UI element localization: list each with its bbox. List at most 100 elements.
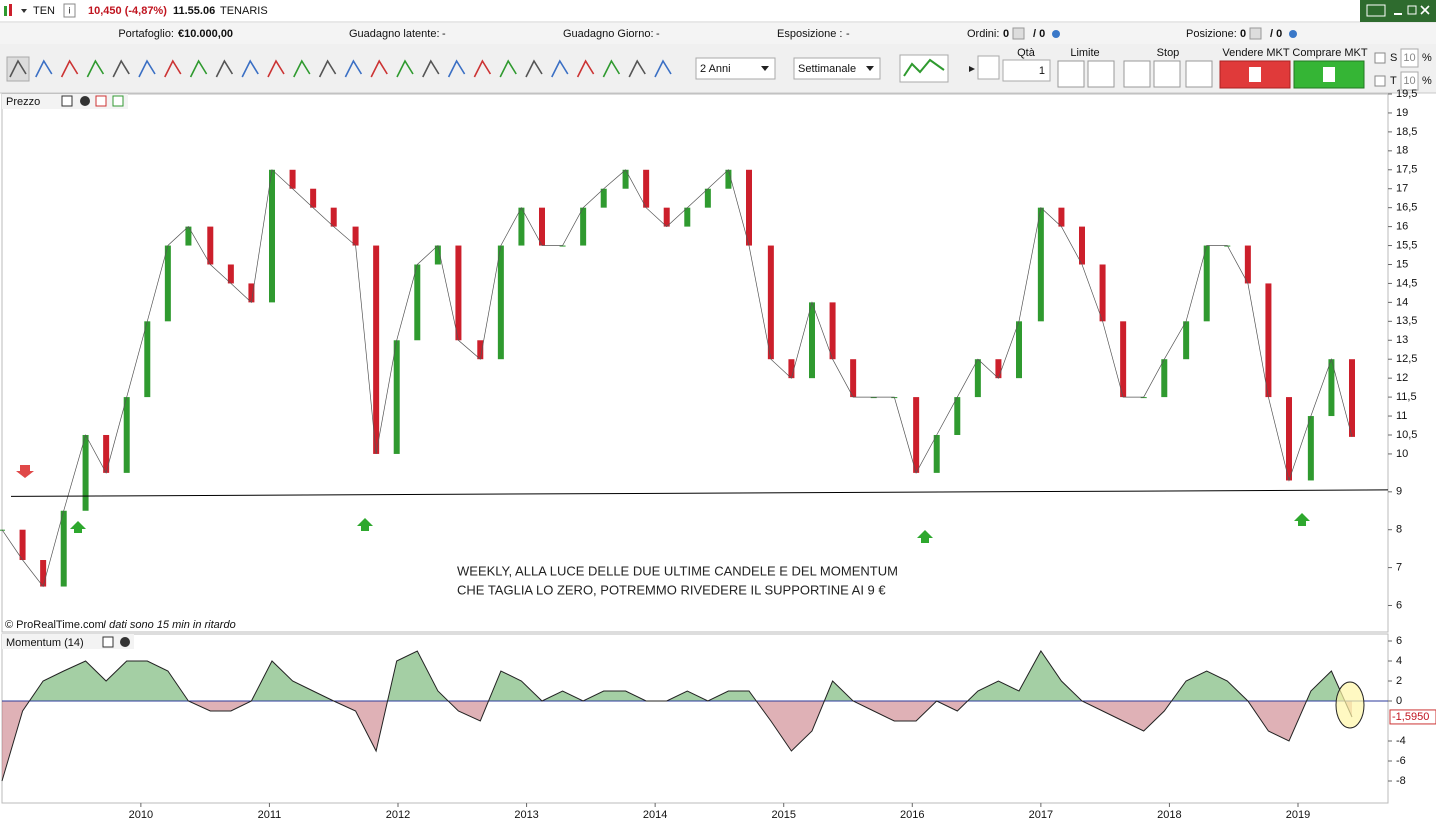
settings-icon[interactable] (1289, 30, 1297, 38)
tool-icon (525, 59, 543, 78)
y-tick-label: 14,5 (1396, 277, 1417, 289)
keyboard-icon[interactable] (1366, 4, 1386, 17)
price-panel (1, 93, 1389, 633)
checkbox[interactable] (1374, 75, 1386, 87)
candle (227, 264, 234, 284)
tool-icon (499, 59, 517, 78)
close[interactable] (1420, 5, 1430, 15)
candle (352, 226, 359, 246)
x-tick-label: 2019 (1286, 809, 1310, 821)
candle (580, 207, 587, 246)
value: 0 (1003, 28, 1009, 40)
settings-icon[interactable] (1052, 30, 1060, 38)
restore[interactable] (1407, 5, 1417, 15)
drawing-tools (6, 56, 672, 82)
candle (1328, 359, 1335, 417)
tool-icon (576, 59, 595, 78)
y-tick-label: 17 (1396, 183, 1408, 195)
panel-button[interactable] (95, 95, 107, 107)
candle (103, 434, 110, 473)
panel-button[interactable] (102, 636, 114, 648)
panel-button[interactable] (112, 95, 124, 107)
tool-icon (473, 59, 492, 78)
candle (19, 529, 26, 561)
label: Stop (1157, 47, 1180, 59)
y-tick-label: 6 (1396, 599, 1402, 611)
info-icon[interactable] (63, 3, 76, 18)
label: Ordini: (967, 28, 999, 40)
stop-other[interactable] (1185, 60, 1213, 88)
value: - (442, 28, 446, 40)
y-tick-label: 12 (1396, 372, 1408, 384)
tool-icon (267, 59, 285, 78)
candle (974, 359, 981, 398)
symbol-icon (9, 4, 12, 16)
label: Qtà (1017, 47, 1036, 59)
wrench-button[interactable] (977, 55, 1000, 80)
value: 10 (1403, 75, 1415, 87)
dropdown-arrow (866, 66, 874, 71)
stop-sell[interactable] (1153, 60, 1181, 88)
candle (518, 207, 525, 246)
limit-buy[interactable] (1057, 60, 1085, 88)
tool-icon (35, 59, 53, 78)
candle (684, 207, 691, 227)
support-line (10, 489, 1389, 497)
value: 10 (1403, 52, 1415, 64)
value: / 0 (1033, 28, 1045, 40)
input[interactable] (1400, 71, 1419, 91)
close-position[interactable] (1249, 27, 1262, 40)
candle (559, 245, 566, 247)
tool-icon (112, 59, 130, 78)
close-orders[interactable] (1012, 27, 1025, 40)
panel-close[interactable] (80, 96, 90, 106)
label: Posizione: (1186, 28, 1237, 40)
y-tick-label: 17,5 (1396, 164, 1417, 176)
candle (913, 397, 920, 473)
tool-icon (138, 59, 156, 78)
candle (663, 207, 670, 227)
checkbox[interactable] (1374, 52, 1386, 64)
candle (82, 434, 89, 511)
candle (1099, 264, 1106, 322)
close-line (1, 169, 1353, 588)
panel-button[interactable] (61, 95, 73, 107)
tool-icon (164, 59, 182, 78)
candle (310, 188, 317, 208)
tool-icon (602, 59, 621, 78)
panel-title: Prezzo (6, 96, 40, 108)
dropdown-arrow[interactable] (21, 9, 27, 13)
qty-input[interactable] (1002, 59, 1051, 82)
y-tick-label: 2 (1396, 675, 1402, 687)
price-change: 10,450 (-4,87%) (88, 5, 167, 17)
momentum-panel (1, 633, 1389, 804)
value: - (656, 28, 660, 40)
label: Limite (1070, 47, 1099, 59)
positive-area (2, 651, 1352, 701)
qty: 1 (1039, 65, 1045, 77)
x-tick-label: 2014 (643, 809, 667, 821)
indicator-icon (903, 58, 945, 77)
panel-close[interactable] (120, 637, 130, 647)
x-tick-label: 2011 (258, 809, 282, 821)
value: €10.000,00 (178, 28, 233, 40)
y-tick-label: 16 (1396, 221, 1408, 233)
limit-sell[interactable] (1087, 60, 1115, 88)
dropdown-arrow[interactable] (969, 66, 975, 72)
candle (497, 245, 504, 360)
stop-buy[interactable] (1123, 60, 1151, 88)
y-tick-label: 9 (1396, 486, 1402, 498)
input[interactable] (1400, 48, 1419, 68)
timeframe-select[interactable] (793, 57, 881, 80)
period-select[interactable] (695, 57, 776, 80)
candle (767, 245, 774, 360)
tool-selected (6, 56, 30, 82)
tool-icon (215, 59, 234, 78)
candle (954, 397, 961, 435)
last-value-box (1389, 709, 1436, 725)
candle (60, 510, 67, 587)
candle (995, 359, 1002, 379)
time: 11.55.06 (173, 5, 215, 17)
label: Comprare MKT (1292, 47, 1367, 59)
